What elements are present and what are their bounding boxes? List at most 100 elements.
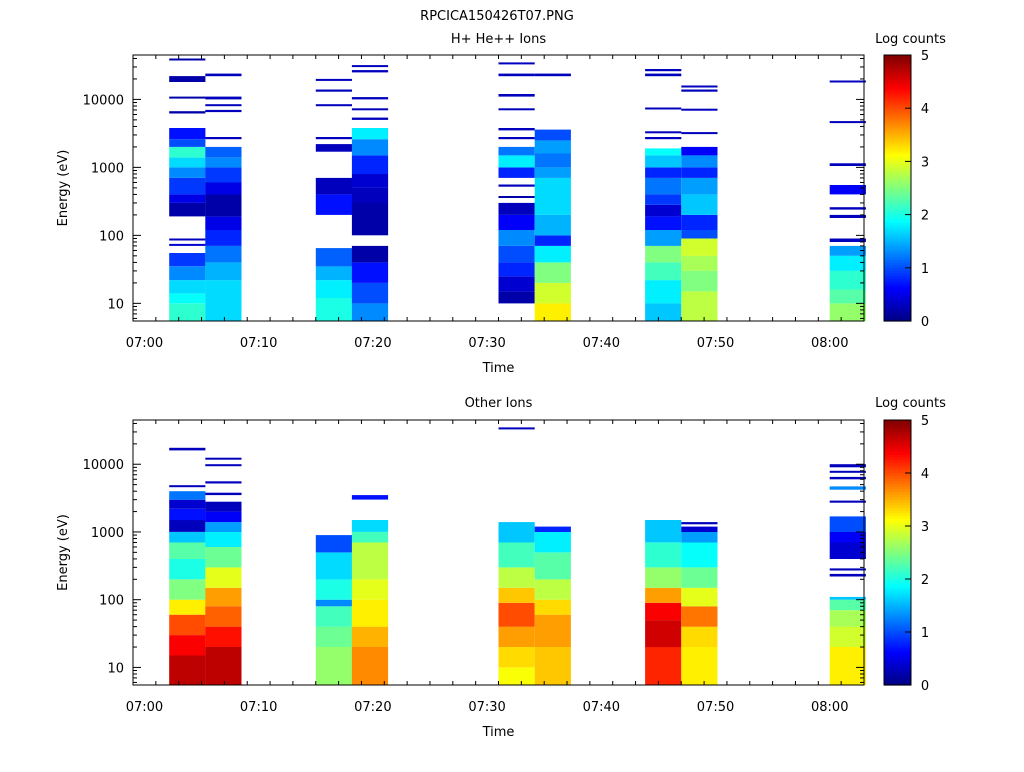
spectrogram-cell <box>498 167 535 178</box>
colorbar-step <box>884 233 911 237</box>
colorbar-step <box>884 475 911 479</box>
colorbar-step <box>884 262 911 266</box>
colorbar-step <box>884 435 911 440</box>
spectrogram-cell <box>498 155 535 168</box>
colorbar-step <box>884 515 911 519</box>
spectrogram-cell <box>205 73 242 77</box>
panel-h-he-ions: 07:00 07:10 07:20 07:30 07:40 07:50 08:00 Time 1… <box>56 32 946 376</box>
spectrogram-cell <box>315 104 352 107</box>
colorbar-step <box>884 198 911 202</box>
spectrogram-cell <box>498 567 535 588</box>
colorbar-step <box>884 275 911 280</box>
spectrogram-cell <box>534 303 571 321</box>
spectrogram-cell <box>681 567 718 588</box>
spectrogram-cell <box>351 174 389 188</box>
x-tick-label: 07:10 <box>240 336 277 351</box>
colorbar-step <box>884 488 911 493</box>
colorbar-step <box>884 201 911 205</box>
colorbar-step <box>884 584 911 588</box>
colorbar-step <box>884 294 911 298</box>
y-tick-label: 1000 <box>91 161 124 176</box>
spectrogram-cell <box>645 230 682 246</box>
spectrogram-cell <box>681 214 718 230</box>
spectrogram-cell <box>645 155 682 168</box>
colorbar-step <box>884 246 911 250</box>
colorbar-step <box>884 568 911 572</box>
spectrogram-cell <box>315 177 352 195</box>
colorbar-step <box>884 62 911 67</box>
y-tick-label: 10000 <box>83 458 124 473</box>
spectrogram-cell <box>351 128 389 140</box>
colorbar-step <box>884 267 911 272</box>
colorbar-step <box>884 518 911 522</box>
spectrogram-cell <box>681 108 718 111</box>
spectrogram-cell <box>829 238 866 242</box>
spectrogram-cell <box>645 647 682 685</box>
spectrogram-cell <box>645 602 682 621</box>
spectrogram-cell <box>169 253 206 267</box>
colorbar-step <box>884 581 911 585</box>
spectrogram-cell <box>205 137 242 140</box>
colorbar-step <box>884 174 911 178</box>
colorbar-step <box>884 544 911 548</box>
spectrogram-cell <box>169 202 206 217</box>
spectrogram-cell <box>681 146 718 156</box>
spectrogram-cell <box>534 262 571 283</box>
colorbar-step <box>884 512 911 516</box>
colorbar-label: Log counts <box>875 396 946 411</box>
spectrogram-cell <box>681 167 718 178</box>
colorbar-step <box>884 674 911 678</box>
colorbar-step <box>884 446 911 450</box>
spectrogram-cell <box>169 558 206 580</box>
colorbar-step <box>884 470 911 474</box>
spectrogram-cell <box>351 70 389 73</box>
colorbar-step <box>884 632 911 636</box>
spectrogram-cell <box>205 262 242 281</box>
colorbar-step <box>884 110 911 115</box>
spectrogram-cell <box>351 282 389 304</box>
spectrogram-cell <box>205 280 242 321</box>
colorbar-step <box>884 467 911 471</box>
x-axis-label: Time <box>482 725 515 740</box>
spectrogram-cell <box>645 167 682 178</box>
spectrogram-cell <box>205 96 242 100</box>
spectrogram-cell <box>829 647 866 685</box>
spectrogram-cell <box>534 129 571 141</box>
spectrogram-cell <box>829 214 866 218</box>
spectrogram-cell <box>534 153 571 168</box>
spectrogram-cell <box>351 155 389 174</box>
spectrogram-cell <box>315 579 352 600</box>
spectrogram-cell <box>681 291 718 321</box>
spectrogram-cell <box>681 587 718 607</box>
spectrogram-cell <box>169 96 206 99</box>
colorbar-step <box>884 214 911 218</box>
colorbar-step <box>884 433 911 437</box>
spectrogram-cell <box>351 65 389 68</box>
colorbar-step <box>884 89 911 93</box>
spectrogram-cell <box>205 146 242 158</box>
colorbar-step <box>884 589 911 593</box>
colorbar-step <box>884 557 911 562</box>
spectrogram-cell <box>645 262 682 281</box>
spectrogram-cell <box>205 104 242 107</box>
colorbar-step <box>884 573 911 577</box>
spectrogram-cell <box>169 491 206 500</box>
y-tick-label: 10 <box>107 661 124 676</box>
x-tick-label: 07:10 <box>240 700 277 715</box>
colorbar-step <box>884 526 911 530</box>
spectrogram-cell <box>498 276 535 292</box>
colorbar-step <box>884 547 911 551</box>
spectrogram-cell <box>169 520 206 532</box>
colorbar-tick-label: 1 <box>921 626 929 641</box>
spectrogram-cell <box>351 647 389 685</box>
spectrogram-cell <box>681 626 718 647</box>
colorbar-step <box>884 251 911 256</box>
spectrogram-cell <box>681 270 718 292</box>
colorbar-step <box>884 658 911 662</box>
colorbar-step <box>884 230 911 234</box>
spectrogram-cell <box>169 499 206 509</box>
spectrogram-cell <box>169 194 206 203</box>
spectrogram-cell <box>169 485 206 488</box>
spectrogram-cell <box>169 655 206 685</box>
spectrogram-cell <box>645 205 682 217</box>
